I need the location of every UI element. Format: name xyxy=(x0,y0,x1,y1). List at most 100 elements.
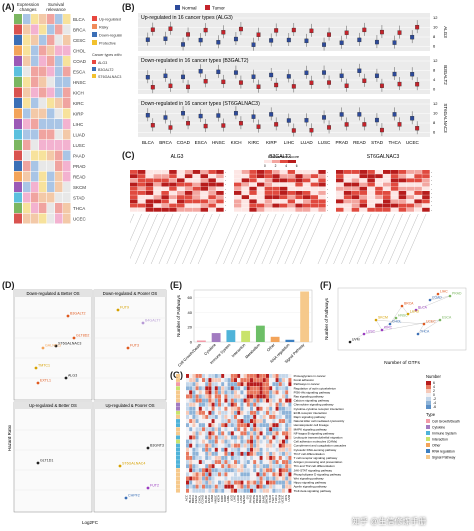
heatmap-cell xyxy=(227,374,231,378)
heatmap-cell xyxy=(280,207,288,212)
heatmap-cell xyxy=(205,456,209,460)
heatmap-cell xyxy=(266,472,269,477)
heatmap-cell xyxy=(169,186,177,191)
pathway-label: Leukocyte transendothelial migration xyxy=(294,436,343,440)
x-tick-label: Metabolism xyxy=(245,343,262,360)
heatmap-cell xyxy=(282,427,285,432)
heatmap-cell xyxy=(211,443,215,448)
heatmap-cell xyxy=(269,419,273,423)
heatmap-cell xyxy=(192,427,196,432)
heatmap-cell xyxy=(234,427,237,432)
cell xyxy=(31,108,39,119)
heatmap-row-tick: ▪ xyxy=(431,179,432,182)
row-label: ESCA xyxy=(73,70,85,75)
heatmap-cell xyxy=(221,484,225,489)
heatmap-cell xyxy=(282,464,285,469)
heatmap-cell xyxy=(161,203,169,208)
heatmap-cell xyxy=(214,419,218,423)
pathway-label: Wnt signaling pathway xyxy=(294,477,325,481)
heatmap-cell xyxy=(161,186,169,191)
heatmap-cell xyxy=(130,207,138,212)
row-type-swatch xyxy=(176,451,180,456)
pathway-label: Th17 cell differentiation xyxy=(294,452,325,456)
cancer-point xyxy=(362,332,366,336)
heatmap-cell xyxy=(230,460,234,464)
cell xyxy=(63,98,71,108)
heatmap-cell xyxy=(240,488,244,493)
heatmap-cell xyxy=(230,464,234,469)
row-type-swatch xyxy=(176,419,180,423)
type-legend-swatch xyxy=(426,449,430,453)
heatmap-cell xyxy=(211,472,215,477)
x-tick-label: UCEC xyxy=(406,140,420,145)
heatmap-cell xyxy=(195,443,199,448)
box-tumor xyxy=(150,123,155,128)
heatmap-cell xyxy=(422,203,430,208)
cell xyxy=(39,203,47,213)
heatmap-cell xyxy=(250,464,253,469)
heatmap-cell xyxy=(186,439,189,444)
cell xyxy=(55,45,63,56)
heatmap-cell xyxy=(241,182,250,187)
heatmap-cell xyxy=(256,447,260,452)
cancer-point xyxy=(406,312,410,316)
y-tick-label: 8 xyxy=(433,68,436,73)
cell xyxy=(55,203,63,213)
heatmap-cell xyxy=(189,427,193,432)
heatmap-cell xyxy=(234,191,242,195)
heatmap-cell xyxy=(272,488,276,493)
heatmap-column-tick xyxy=(135,213,158,265)
box-normal xyxy=(145,37,150,42)
row-type-swatch xyxy=(176,382,180,386)
x-tick-label: STAD xyxy=(371,140,384,145)
heatmap-cell xyxy=(269,423,273,428)
heatmap-cell xyxy=(189,484,193,489)
heatmap-row-tick: ▪ xyxy=(225,196,226,199)
heatmap-cell xyxy=(218,402,221,407)
heatmap-cell xyxy=(211,484,215,489)
heatmap-cell xyxy=(259,488,263,493)
heatmap-cell xyxy=(367,170,375,174)
heatmap-cell xyxy=(285,460,289,464)
heatmap-cell xyxy=(253,427,257,432)
heatmap-cell xyxy=(264,186,273,191)
heatmap-cell xyxy=(230,382,234,387)
heatmap-cell xyxy=(208,170,216,174)
box-row-title: Up-regulated in 16 cancer types (ALG3) xyxy=(141,15,233,21)
heatmap-cell xyxy=(243,488,247,493)
trend-segment xyxy=(375,319,425,325)
heatmap-cell xyxy=(224,431,228,436)
heatmap-cell xyxy=(422,195,430,200)
heatmap-cell xyxy=(280,178,288,183)
heatmap-cell xyxy=(208,484,212,489)
heatmap-cell xyxy=(375,186,383,191)
box-tumor xyxy=(256,32,261,37)
box-normal xyxy=(233,36,238,42)
heatmap-cell xyxy=(269,488,273,493)
box-tumor xyxy=(186,121,190,126)
legend-swatch xyxy=(92,16,97,21)
heatmap-cell xyxy=(375,170,383,174)
heatmap-cell xyxy=(214,398,218,403)
heatmap-cell xyxy=(221,443,225,448)
enrichment-legend-tick: 4 xyxy=(285,164,287,168)
heatmap-cell xyxy=(214,484,218,489)
heatmap-cell xyxy=(218,476,221,481)
cancer-column-label: BRCA xyxy=(191,495,195,503)
heatmap-cell xyxy=(202,468,205,473)
heatmap-cell xyxy=(243,472,247,477)
x-tick-label: KIRC xyxy=(248,140,260,145)
heatmap-cell xyxy=(383,195,391,200)
box-normal xyxy=(286,37,291,43)
heatmap-cell xyxy=(237,435,241,440)
heatmap-cell xyxy=(227,451,231,456)
x-tick-label: KIRP xyxy=(266,140,277,145)
heatmap-cell xyxy=(282,406,285,411)
heatmap-cell xyxy=(282,484,285,489)
heatmap-cell xyxy=(186,451,189,456)
heatmap-cell xyxy=(287,203,296,208)
heatmap-cell xyxy=(243,378,247,382)
cell xyxy=(47,45,55,56)
heatmap-cell xyxy=(287,174,296,179)
heatmap-cell xyxy=(253,402,257,407)
